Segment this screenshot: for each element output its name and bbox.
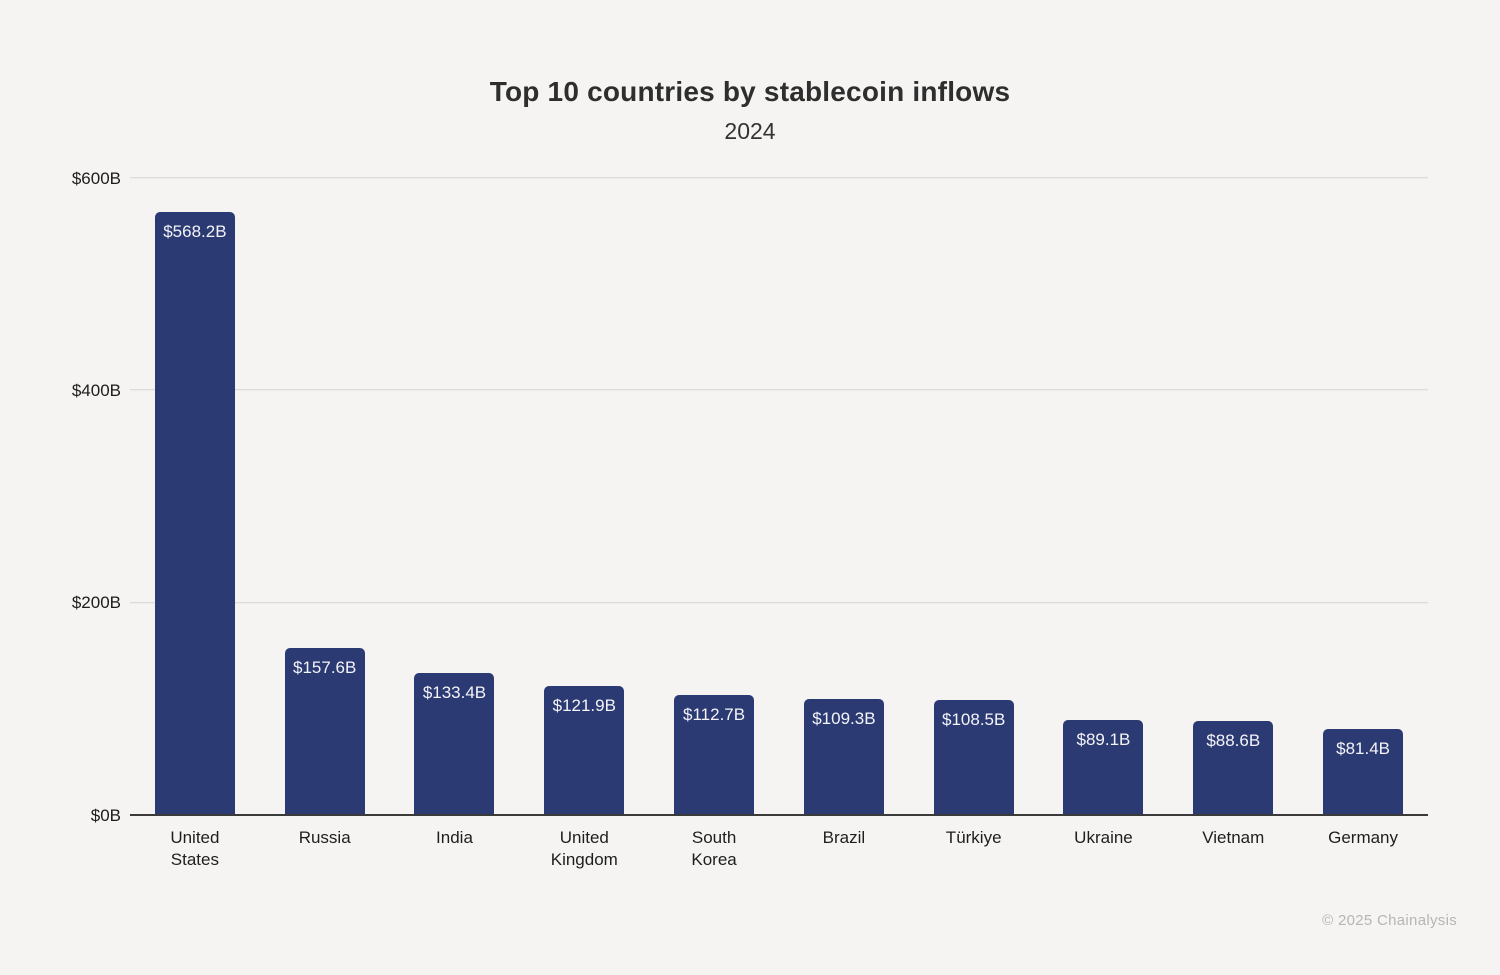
bar: $157.6B (284, 647, 365, 815)
x-axis-category-label: Ukraine (1074, 828, 1133, 847)
bar-value-label: $89.1B (1076, 730, 1131, 750)
bar-value-label: $109.3B (812, 708, 876, 728)
bar-band: $121.9B United Kingdom (519, 178, 649, 869)
bar-band: $108.5B Türkiye (909, 178, 1039, 847)
x-axis-category-label: Vietnam (1202, 828, 1265, 847)
x-axis-category-label: Türkiye (945, 828, 1002, 847)
y-tick-label: $200B (71, 593, 121, 613)
bar-value-label: $133.4B (422, 683, 487, 703)
bar: $88.6B (1193, 720, 1274, 815)
x-axis-category-label: South Korea (691, 828, 737, 869)
bar: $109.3B (803, 698, 884, 815)
bar: $133.4B (414, 673, 495, 815)
y-tick-label: $0B (90, 805, 121, 825)
bar-band: $88.6B Vietnam (1168, 178, 1298, 847)
y-tick-label: $400B (71, 380, 121, 400)
x-axis-category-label: United States (170, 828, 220, 869)
bar: $89.1B (1063, 720, 1144, 815)
bar-value-label: $568.2B (163, 221, 227, 241)
bar-value-label: $81.4B (1336, 738, 1390, 758)
bar: $81.4B (1323, 728, 1404, 815)
bar-band: $81.4B Germany (1298, 178, 1428, 847)
bar-value-label: $157.6B (293, 657, 357, 677)
bar-band: $133.4B India (390, 178, 520, 847)
bar: $121.9B (544, 685, 625, 815)
bar: $112.7B (674, 695, 755, 815)
chart-title: Top 10 countries by stablecoin inflows (489, 76, 1011, 107)
bar: $568.2B (154, 211, 235, 815)
bar-band: $157.6B Russia (260, 178, 390, 847)
x-axis-category-label: United Kingdom (550, 828, 618, 869)
gridline-600 (130, 177, 1428, 178)
x-axis-line (130, 814, 1428, 816)
gridline-400 (130, 389, 1428, 391)
x-axis-category-label: Germany (1328, 828, 1399, 847)
bar-value-label: $121.9B (552, 695, 616, 715)
x-axis-category-label: Brazil (822, 828, 866, 847)
gridline-200 (130, 601, 1428, 603)
bar-band: $109.3B Brazil (779, 178, 909, 847)
bars-row: $568.2B United States $157.6B Russia $133.4B… (130, 178, 1428, 869)
y-tick-label: $600B (71, 168, 121, 188)
bar-value-label: $88.6B (1206, 730, 1261, 750)
plot-area: $0B $200B $400B $600B $568.2B United States $… (72, 169, 1428, 869)
chart-subtitle: 2024 (724, 118, 776, 144)
bar-value-label: $112.7B (683, 705, 746, 725)
x-axis-category-label: India (436, 828, 473, 847)
bar-band: $89.1B Ukraine (1039, 178, 1169, 847)
bar-band: $112.7B South Korea (649, 178, 779, 869)
x-axis-category-label: Russia (298, 828, 351, 847)
bar-band: $568.2B United States (130, 178, 260, 869)
copyright-notice: © 2025 Chainalysis (1322, 912, 1457, 929)
bar: $108.5B (933, 699, 1014, 815)
bar-value-label: $108.5B (942, 709, 1006, 729)
